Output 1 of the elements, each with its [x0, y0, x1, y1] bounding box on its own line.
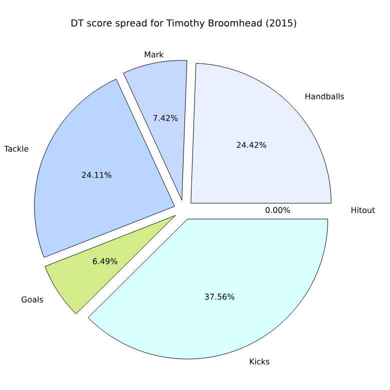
chart-title: DT score spread for Timothy Broomhead (2015) — [72, 19, 296, 28]
